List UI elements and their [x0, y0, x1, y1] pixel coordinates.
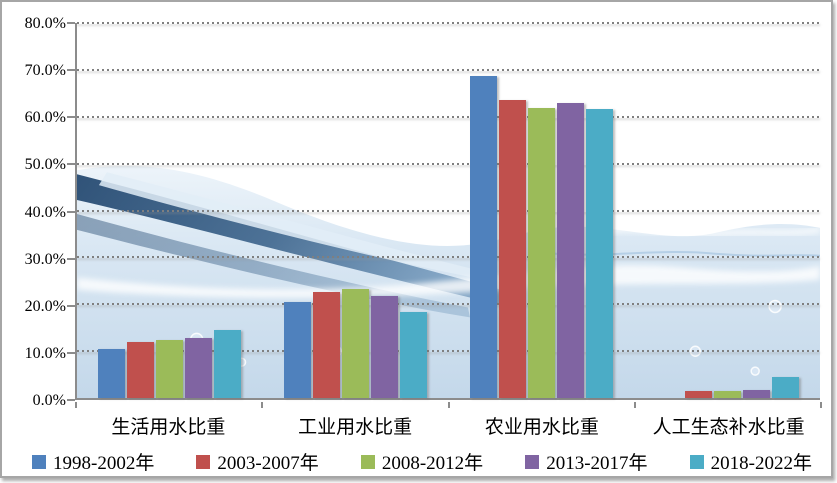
bars-layer [77, 23, 820, 398]
gridline [77, 162, 820, 165]
y-axis-tick-mark [67, 210, 75, 213]
bar-2003-2007年-工业用水比重 [313, 291, 341, 398]
bar-group [77, 23, 263, 398]
x-axis-category-label: 工业用水比重 [298, 417, 413, 438]
y-axis-tick-label: 60.0% [24, 109, 66, 127]
bar-2013-2017年-工业用水比重 [371, 296, 399, 398]
y-axis-tick-label: 50.0% [24, 156, 66, 174]
gridline [77, 303, 820, 306]
y-axis-tick-mark [67, 69, 75, 72]
y-axis-tick-label: 40.0% [24, 203, 66, 221]
legend-label: 2018-2022年 [710, 453, 812, 474]
bar-group [634, 23, 820, 398]
x-axis-labels: 生活用水比重 工业用水比重 农业用水比重 人工生态补水比重 [75, 412, 822, 439]
bar-2018-2022年-工业用水比重 [400, 312, 428, 398]
y-axis-tick-label: 10.0% [24, 344, 66, 362]
bar-2008-2012年-工业用水比重 [342, 289, 370, 398]
legend-item: 2013-2017年 [525, 448, 648, 475]
y-axis-tick-mark [67, 163, 75, 166]
legend-label: 2003-2007年 [217, 453, 319, 474]
x-axis-tick-mark [820, 402, 822, 408]
y-axis-tick-mark [67, 22, 75, 24]
legend-swatch [360, 454, 375, 469]
legend-label: 2008-2012年 [381, 453, 484, 474]
bar-2018-2022年-人工生态补水比重 [771, 376, 799, 398]
gridline [77, 68, 820, 71]
x-axis-tick-mark [261, 402, 264, 408]
bar-2013-2017年-生活用水比重 [185, 337, 213, 398]
y-axis-tick-mark [67, 399, 75, 401]
bar-2008-2012年-生活用水比重 [156, 339, 184, 398]
legend-swatch [689, 454, 704, 469]
x-axis-category-label: 人工生态补水比重 [652, 417, 805, 438]
gridline [77, 209, 820, 212]
y-axis-tick-label: 30.0% [24, 250, 66, 268]
bar-2003-2007年-生活用水比重 [127, 342, 155, 398]
bar-group [449, 23, 635, 398]
legend-label: 1998-2002年 [53, 453, 155, 474]
x-axis-category-label: 生活用水比重 [111, 417, 226, 438]
legend-label: 2013-2017年 [546, 453, 648, 474]
gridline [77, 22, 820, 24]
legend-item: 1998-2002年 [32, 448, 154, 475]
x-axis-tick-mark [447, 402, 450, 408]
plot-area [75, 22, 820, 400]
y-axis-tick-label: 20.0% [24, 297, 66, 315]
gridlines-layer [77, 22, 820, 398]
legend-item: 2008-2012年 [360, 448, 484, 475]
x-axis-category-label: 农业用水比重 [484, 417, 599, 438]
bar-1998-2002年-农业用水比重 [469, 75, 497, 398]
y-axis-tick-mark [67, 116, 75, 119]
bar-1998-2002年-生活用水比重 [98, 349, 126, 398]
bar-group [263, 23, 449, 398]
gridline [77, 350, 820, 353]
gridline [77, 115, 820, 118]
legend-swatch [32, 454, 46, 469]
bar-2013-2017年-人工生态补水比重 [742, 389, 770, 398]
bar-2003-2007年-人工生态补水比重 [684, 391, 712, 398]
bar-2008-2012年-农业用水比重 [527, 107, 555, 398]
y-axis-tick-mark [67, 257, 75, 260]
legend: 1998-2002年 2003-2007年 2008-2012年 2013-2017年… [32, 448, 812, 475]
bar-2018-2022年-农业用水比重 [585, 108, 613, 398]
bar-2008-2012年-人工生态补水比重 [713, 390, 741, 398]
legend-item: 2018-2022年 [689, 448, 812, 475]
gridline [77, 256, 820, 259]
bar-1998-2002年-工业用水比重 [284, 302, 312, 398]
bar-2013-2017年-农业用水比重 [556, 102, 584, 398]
legend-item: 2003-2007年 [196, 448, 319, 475]
x-axis-tick-mark [633, 402, 636, 408]
x-axis-tick-mark [75, 402, 77, 408]
legend-swatch [196, 454, 211, 469]
y-axis-tick-mark [67, 351, 75, 354]
y-axis-tick-label: 80.0% [24, 15, 66, 32]
bar-2018-2022年-生活用水比重 [214, 330, 242, 398]
bar-2003-2007年-农业用水比重 [498, 100, 526, 398]
y-axis-tick-mark [67, 304, 75, 307]
y-axis-tick-label: 0.0% [32, 392, 66, 409]
y-axis-tick-label: 70.0% [24, 62, 66, 80]
legend-swatch [525, 454, 540, 469]
